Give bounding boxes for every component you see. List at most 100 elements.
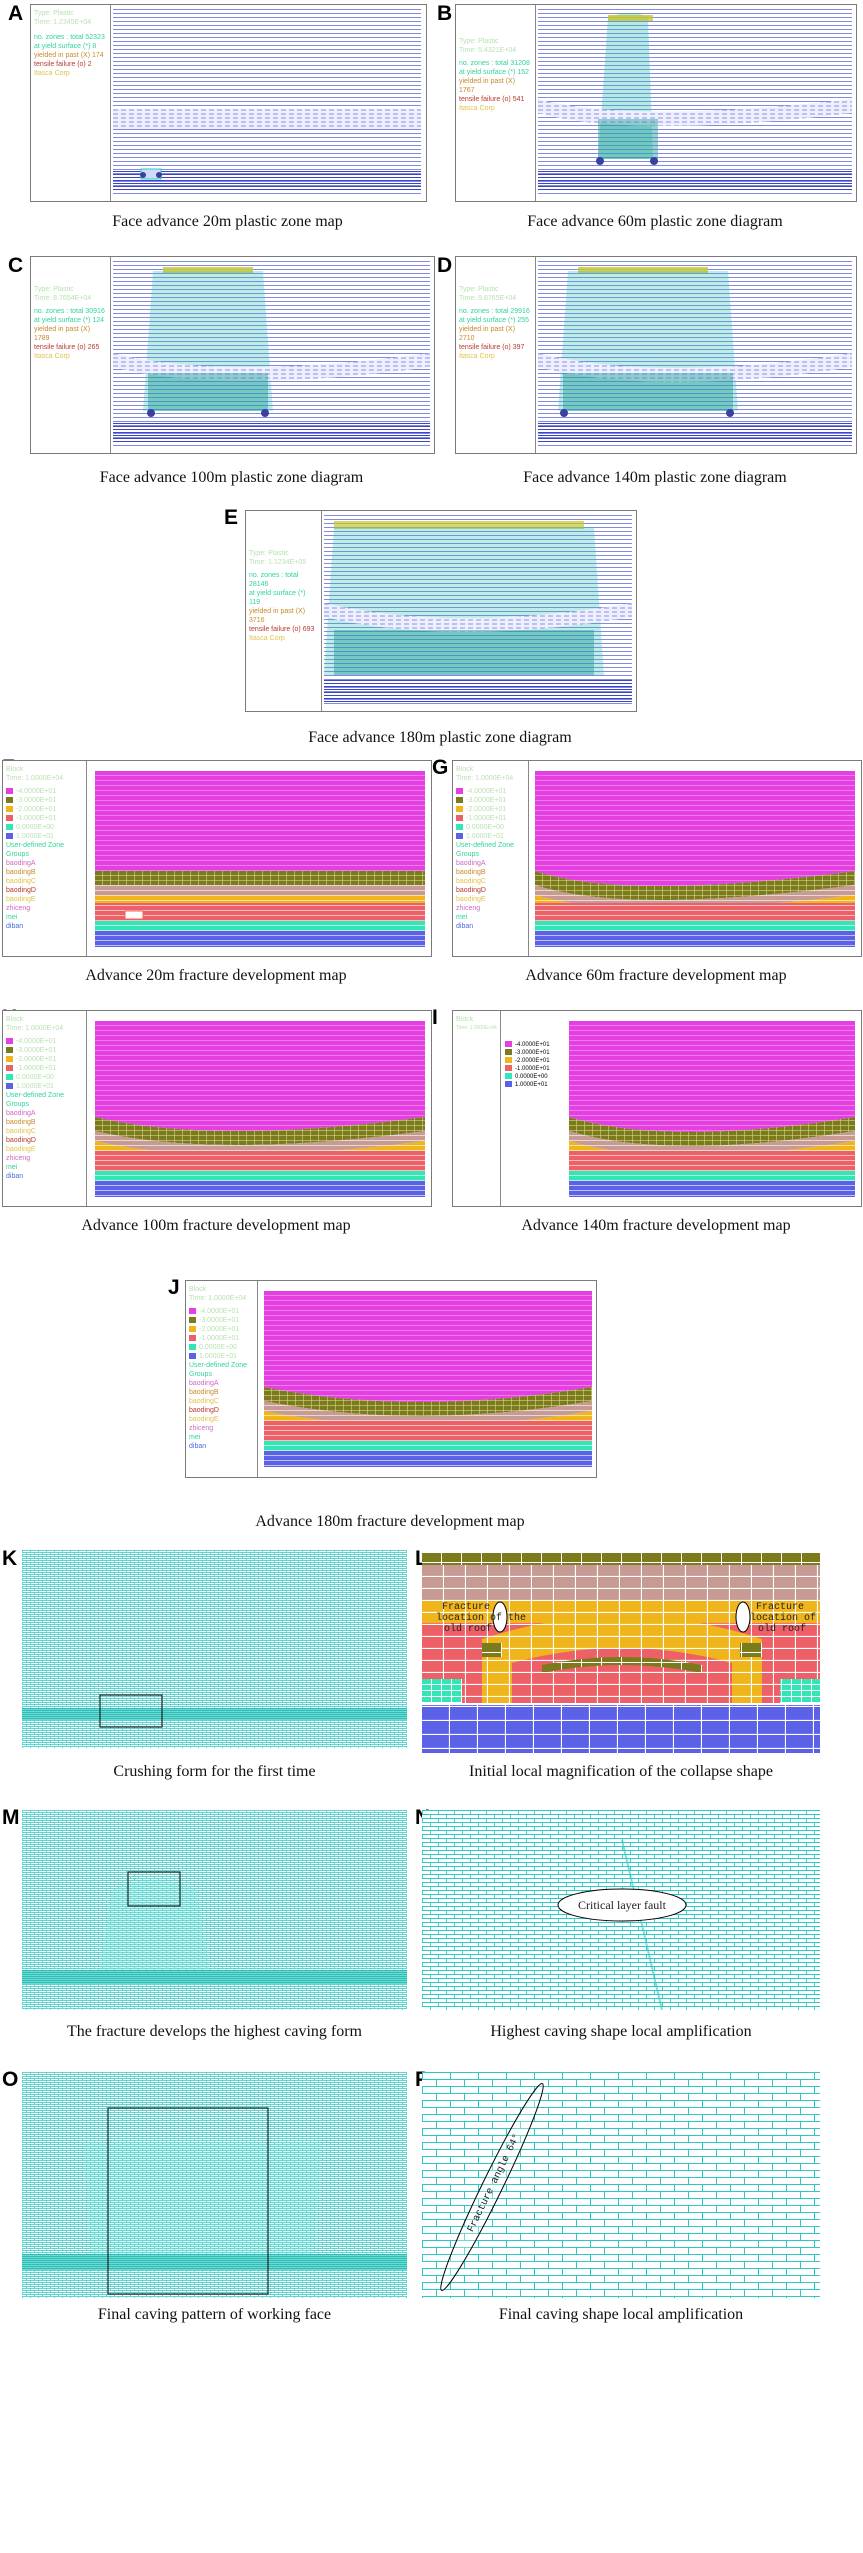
- legend-entry: -1.0000E+01: [505, 1065, 565, 1073]
- legend-yield: at yield surface (*): [34, 43, 91, 50]
- legend-entry: -1.0000E+01: [6, 814, 83, 823]
- panel-label-o: O: [2, 2068, 19, 2091]
- legend-group: baodingB: [6, 1119, 36, 1126]
- legend-sub: Time: 8.7654E+04: [34, 295, 92, 302]
- caving-zoom-n: Critical layer fault: [422, 1810, 820, 2010]
- fracture-mesh-f: [95, 771, 425, 947]
- legend-sub: Time: 1.0000E+04: [6, 775, 64, 782]
- caption-o: Final caving pattern of working face: [97, 2306, 332, 2323]
- legend-yield-value: 124: [92, 317, 105, 324]
- legend-title: Block: [6, 766, 24, 773]
- caption-n: Highest caving shape local amplification: [490, 2023, 752, 2040]
- legend-zones-value: 31208: [510, 60, 530, 67]
- legend-title: Block: [456, 1016, 474, 1023]
- plastic-legend-b: Type: Plastic Time: 5.4321E+04 no. zones…: [456, 5, 536, 201]
- caving-zoom-p: Fracture angle 64°: [422, 2072, 820, 2298]
- plastic-zone-plot-c: Type: Plastic Time: 8.7654E+04 no. zones…: [30, 256, 435, 454]
- legend-entry: -2.0000E+01: [456, 805, 525, 814]
- legend-tensile-value: 541: [512, 96, 525, 103]
- legend-entry: 0.0000E+00: [189, 1343, 254, 1352]
- legend-group: baodingA: [6, 1110, 36, 1117]
- caption-l: Initial local magnification of the colla…: [469, 1763, 773, 1780]
- fracture-legend-i: Block Time: 1.0000E+04: [453, 1011, 501, 1206]
- legend-group: baodingE: [189, 1416, 219, 1423]
- legend-entry: -4.0000E+01: [6, 1037, 83, 1046]
- legend-tensile: tensile failure (o): [34, 344, 86, 351]
- panel-label-a: A: [8, 2, 24, 25]
- legend-entry: -1.0000E+01: [189, 1334, 254, 1343]
- legend-group: baodingB: [456, 869, 486, 876]
- legend-past-value: 174: [91, 52, 104, 59]
- legend-extra: Itasca Corp: [459, 105, 495, 112]
- legend-entry: -3.0000E+01: [6, 796, 83, 805]
- fracture-plot-h: Block Time: 1.0000E+04 -4.0000E+01 -3.00…: [2, 1010, 432, 1207]
- legend-group: diban: [456, 923, 474, 930]
- legend-entry: -3.0000E+01: [505, 1049, 565, 1057]
- legend-sub: Time: 1.0000E+04: [456, 775, 514, 782]
- legend-group: mei: [456, 914, 468, 921]
- caption-k: Crushing form for the first time: [113, 1763, 316, 1780]
- caption-m: The fracture develops the highest caving…: [67, 2023, 362, 2040]
- legend-title: Type: Plastic: [34, 286, 74, 293]
- legend-yield-value: 152: [517, 69, 530, 76]
- panel-label-g: G: [432, 756, 449, 779]
- legend-zones: no. zones : total: [34, 308, 84, 315]
- legend-entry: -1.0000E+01: [456, 814, 525, 823]
- legend-tensile: tensile failure (o): [459, 96, 511, 103]
- caption-d: Face advance 140m plastic zone diagram: [523, 469, 787, 486]
- legend-title: Type: Plastic: [34, 10, 74, 17]
- plastic-mesh-e: [324, 515, 632, 707]
- plastic-mesh-d: [538, 261, 852, 449]
- caption-g: Advance 60m fracture development map: [525, 967, 787, 984]
- fracture-legend-j: Block Time: 1.0000E+04 -4.0000E+01 -3.00…: [186, 1281, 258, 1477]
- legend-group: diban: [6, 923, 24, 930]
- legend-group: baodingE: [6, 1146, 36, 1153]
- caving-mesh-k: [22, 1550, 407, 1748]
- caption-c: Face advance 100m plastic zone diagram: [99, 469, 364, 486]
- legend-zones: no. zones : total: [459, 308, 509, 315]
- plastic-zone-plot-b: Type: Plastic Time: 5.4321E+04 no. zones…: [455, 4, 857, 202]
- legend-zones: no. zones : total: [459, 60, 509, 67]
- panel-label-c: C: [8, 254, 24, 277]
- legend-sub: Time: 1.2345E+04: [34, 19, 92, 26]
- fracture-plot-j: Block Time: 1.0000E+04 -4.0000E+01 -3.00…: [185, 1280, 597, 1478]
- legend-group: mei: [6, 914, 18, 921]
- legend-entry: -1.0000E+01: [6, 1064, 83, 1073]
- fracture-mesh-g: [535, 771, 855, 947]
- annotation-right: Fracture location of the old roof: [750, 1602, 820, 1635]
- legend-zones-value: 30916: [85, 308, 105, 315]
- caption-a: Face advance 20m plastic zone map: [112, 213, 343, 230]
- legend-entry: -4.0000E+01: [189, 1307, 254, 1316]
- plastic-mesh-b: [538, 9, 852, 197]
- legend-sub: Time: 9.8765E+04: [459, 295, 517, 302]
- legend-group: baodingC: [456, 878, 486, 885]
- zoom-box-k: [99, 1694, 163, 1728]
- fracture-legend-g: Block Time: 1.0000E+04 -4.0000E+01 -3.00…: [453, 761, 529, 956]
- caption-b: Face advance 60m plastic zone diagram: [527, 213, 783, 230]
- fracture-plot-f: Block Time: 1.0000E+04 -4.0000E+01 -3.00…: [2, 760, 432, 957]
- panel-label-e: E: [224, 506, 239, 529]
- legend-tensile-value: 693: [302, 626, 315, 633]
- legend-past: yielded in past (X): [459, 326, 516, 333]
- zoom-box-o: [107, 2107, 269, 2295]
- legend-tensile: tensile failure (o): [459, 344, 511, 351]
- legend-zones-value: 52323: [85, 34, 105, 41]
- plastic-legend-e: Type: Plastic Time: 1.1234E+05 no. zones…: [246, 511, 322, 711]
- legend-group: baodingD: [6, 887, 36, 894]
- panel-label-m: M: [2, 1806, 20, 1829]
- legend-group: baodingA: [456, 860, 486, 867]
- legend-sub: Time: 1.0000E+04: [456, 1025, 497, 1031]
- caption-p: Final caving shape local amplification: [498, 2306, 744, 2323]
- legend-sub: Time: 1.0000E+04: [189, 1295, 247, 1302]
- legend-group: mei: [189, 1434, 201, 1441]
- legend-zones-value: 28146: [249, 581, 269, 588]
- plastic-legend-c: Type: Plastic Time: 8.7654E+04 no. zones…: [31, 257, 111, 453]
- fracture-plot-i: Block Time: 1.0000E+04 -4.0000E+01 -3.00…: [452, 1010, 862, 1207]
- legend-sub: Time: 1.1234E+05: [249, 559, 307, 566]
- legend-extra: Itasca Corp: [34, 353, 70, 360]
- caption-e: Face advance 180m plastic zone diagram: [308, 729, 572, 746]
- legend-title: Block: [189, 1286, 207, 1293]
- zoom-box-m: [127, 1871, 181, 1907]
- legend-past-value: 2710: [459, 335, 475, 342]
- caption-j: Advance 180m fracture development map: [255, 1513, 525, 1530]
